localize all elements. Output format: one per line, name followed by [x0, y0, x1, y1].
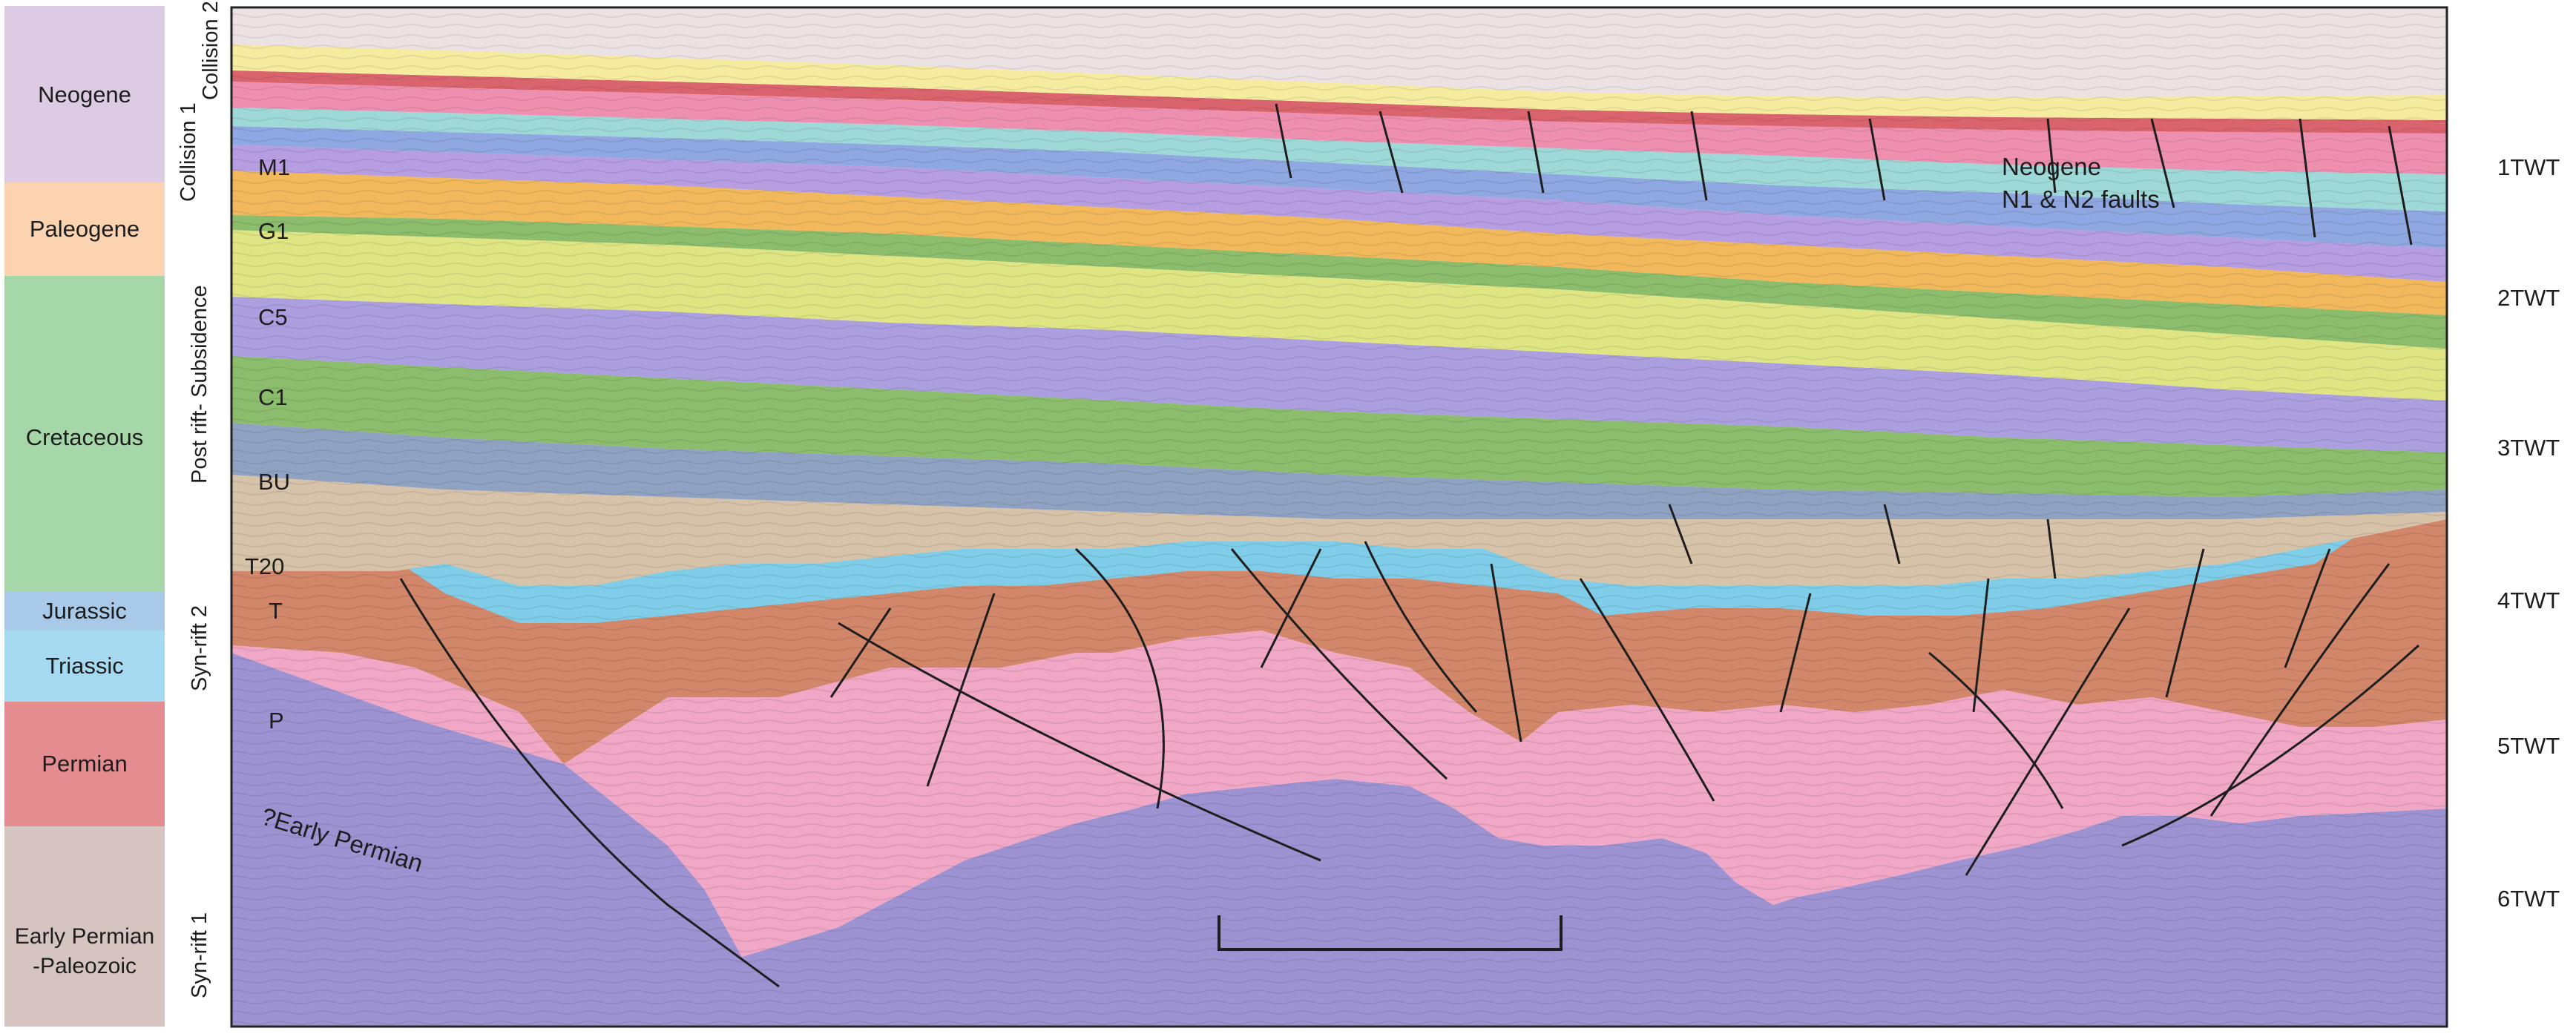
period-box-triassic	[4, 630, 165, 702]
twt-label-3: 3TWT	[2497, 435, 2560, 461]
fault-trace	[1868, 118, 1886, 201]
seismic-section	[231, 7, 2447, 1027]
fault-trace	[926, 593, 996, 787]
phase-label-syn-rift-2: Syn-rift 2	[188, 605, 211, 691]
horizon-label-g1: G1	[258, 218, 289, 244]
fault-trace	[1779, 593, 1812, 713]
fault-trace	[2046, 518, 2057, 579]
period-label-paleozoic: -Paleozoic	[33, 954, 137, 978]
tectonic-phase-labels: Collision 2 Collision 1 Post rift- Subsi…	[177, 1, 223, 998]
horizon-label-bu: BU	[258, 469, 290, 495]
twt-label-5: 5TWT	[2497, 733, 2560, 759]
fault-trace	[1965, 607, 2131, 876]
twt-label-6: 6TWT	[2497, 886, 2560, 912]
period-box-early-permian	[4, 826, 165, 1027]
horizon-label-p: P	[269, 708, 284, 734]
period-label-early-permian: Early Permian	[15, 924, 154, 949]
horizon-labels: M1 G1 C5 C1 BU T20 T P	[245, 154, 290, 734]
horizon-label-c1: C1	[258, 384, 288, 410]
period-label-cretaceous: Cretaceous	[26, 424, 144, 450]
period-box-paleogene	[4, 182, 165, 276]
period-label-paleogene: Paleogene	[30, 216, 139, 242]
twt-axis: 1TWT 2TWT 3TWT 4TWT 5TWT 6TWT	[2497, 154, 2560, 912]
fault-trace	[1527, 111, 1545, 194]
period-box-neogene	[4, 6, 165, 182]
period-label-triassic: Triassic	[45, 653, 124, 679]
fault-trace	[2209, 563, 2391, 817]
period-box-permian	[4, 702, 165, 826]
period-column: Neogene Paleogene Cretaceous Jurassic Tr…	[4, 6, 165, 1027]
fault-trace	[1690, 111, 1708, 201]
period-box-jurassic	[4, 592, 165, 630]
fault-trace	[2150, 118, 2175, 208]
fault-trace	[1379, 111, 1404, 194]
fault-trace	[829, 607, 892, 698]
annotation-n1-n2-faults: N1 & N2 faults	[2002, 185, 2160, 213]
fault-trace	[1490, 563, 1522, 742]
phase-label-post-rift: Post rift- Subsidence	[188, 285, 211, 484]
phase-label-syn-rift-1: Syn-rift 1	[188, 912, 211, 998]
fault-trace	[2046, 118, 2057, 194]
period-box-cretaceous	[4, 276, 165, 592]
fault-trace	[1364, 541, 1478, 714]
fault-trace	[1972, 578, 1990, 713]
twt-label-2: 2TWT	[2497, 285, 2560, 311]
horizon-label-t: T	[269, 598, 283, 624]
section-frame	[230, 6, 2448, 1028]
period-label-permian: Permian	[42, 751, 127, 777]
fault-trace	[1579, 578, 1715, 802]
fault-trace	[1883, 504, 1901, 564]
fault-trace	[2299, 118, 2316, 238]
fault-lines	[399, 103, 2420, 988]
fault-trace	[838, 622, 1321, 862]
fault-trace	[1275, 103, 1292, 179]
fault-trace	[1074, 547, 1165, 809]
horizon-label-t20: T20	[245, 553, 284, 579]
fault-trace	[2121, 644, 2420, 847]
fault-trace	[2388, 125, 2413, 246]
fault-trace	[1230, 548, 1448, 780]
twt-label-1: 1TWT	[2497, 154, 2560, 180]
twt-label-4: 4TWT	[2497, 587, 2560, 613]
period-label-neogene: Neogene	[38, 82, 131, 108]
horizon-label-m1: M1	[258, 154, 290, 180]
scale-bar	[1218, 915, 1563, 951]
fault-trace	[1260, 548, 1322, 668]
fault-trace	[1928, 651, 2064, 809]
horizon-label-c5: C5	[258, 304, 288, 330]
phase-label-collision-2: Collision 2	[199, 1, 223, 100]
period-label-jurassic: Jurassic	[42, 598, 127, 624]
annotation-neogene: Neogene	[2002, 153, 2101, 180]
fault-trace	[2165, 548, 2205, 698]
phase-label-collision-1: Collision 1	[177, 102, 200, 202]
fault-trace	[399, 578, 780, 988]
fault-trace	[2284, 548, 2331, 668]
fault-trace	[1668, 504, 1693, 564]
